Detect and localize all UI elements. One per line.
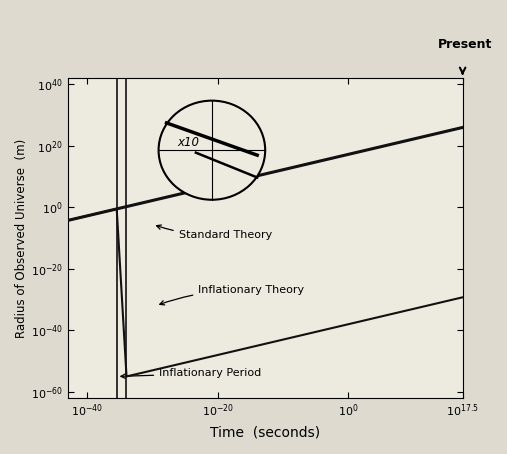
- Y-axis label: Radius of Observed Universe  (m): Radius of Observed Universe (m): [15, 138, 28, 338]
- Text: Standard Theory: Standard Theory: [157, 225, 272, 240]
- Text: Inflationary Period: Inflationary Period: [121, 369, 262, 379]
- Text: Present: Present: [438, 38, 492, 51]
- Text: x10: x10: [177, 136, 199, 149]
- Ellipse shape: [159, 101, 265, 200]
- Text: Inflationary Theory: Inflationary Theory: [160, 286, 304, 305]
- X-axis label: Time  (seconds): Time (seconds): [210, 425, 320, 439]
